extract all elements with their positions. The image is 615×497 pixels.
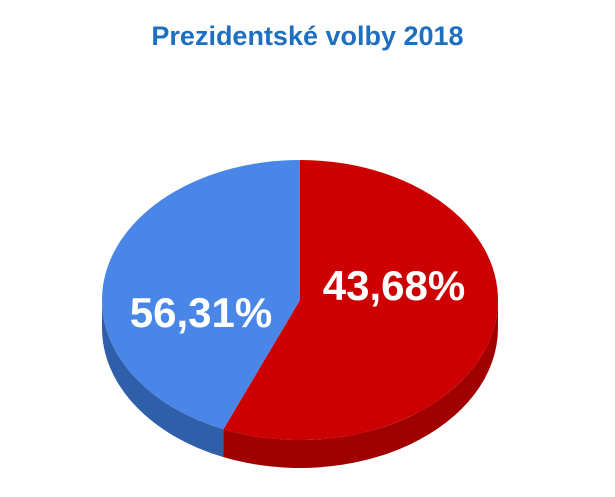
slice-label-2: 43,68%: [323, 262, 465, 309]
pie-slice-side-2: [102, 300, 224, 458]
pie-slice-2: [102, 160, 301, 430]
slice-label-1: 56,31%: [130, 289, 272, 336]
pie-slice-side-1: [223, 300, 498, 468]
pie-slice-1: [223, 160, 499, 440]
chart-title: Prezidentské volby 2018: [151, 21, 464, 51]
